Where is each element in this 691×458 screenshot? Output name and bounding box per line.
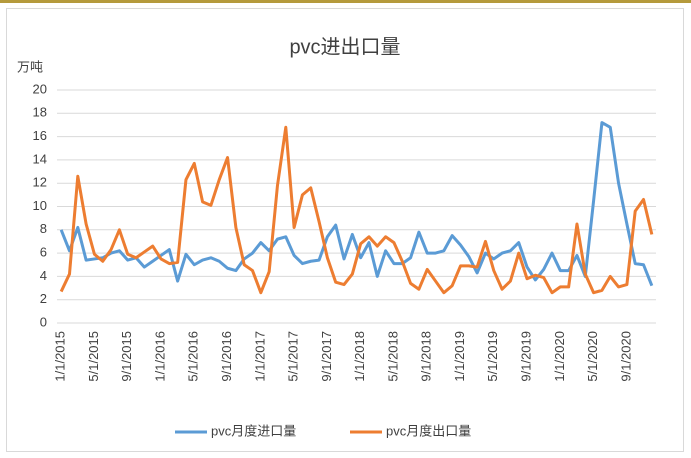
y-axis-label: 万吨 [17,59,43,74]
y-tick-label: 6 [40,245,47,260]
y-tick-label: 0 [40,314,47,329]
x-tick-label: 5/1/2016 [186,331,201,382]
y-tick-label: 18 [33,105,47,120]
x-tick-label: 9/1/2016 [219,331,234,382]
x-tick-label: 5/1/2015 [86,331,101,382]
chart-title: pvc进出口量 [289,35,400,58]
top-border [0,0,691,3]
x-tick-label: 9/1/2015 [119,331,134,382]
y-tick-label: 20 [33,81,47,96]
x-tick-label: 1/1/2020 [552,331,567,382]
x-tick-label: 5/1/2020 [585,331,600,382]
y-tick-label: 12 [33,175,47,190]
y-tick-label: 4 [40,268,47,283]
x-tick-label: 9/1/2018 [419,331,434,382]
legend-label: pvc月度出口量 [386,423,471,438]
x-tick-label: 5/1/2019 [485,331,500,382]
x-tick-label: 5/1/2018 [385,331,400,382]
x-tick-label: 1/1/2018 [352,331,367,382]
x-tick-label: 1/1/2015 [53,331,68,382]
x-tick-label: 5/1/2017 [286,331,301,382]
y-tick-label: 16 [33,128,47,143]
x-tick-label: 9/1/2020 [618,331,633,382]
x-tick-label: 1/1/2017 [252,331,267,382]
y-tick-label: 8 [40,221,47,236]
series-line [59,125,654,295]
y-tick-label: 2 [40,291,47,306]
y-tick-label: 10 [33,198,47,213]
x-tick-label: 1/1/2019 [452,331,467,382]
legend-label: pvc月度进口量 [211,423,296,438]
x-tick-label: 9/1/2019 [518,331,533,382]
y-tick-label: 14 [33,151,47,166]
x-tick-label: 9/1/2017 [319,331,334,382]
x-tick-label: 1/1/2016 [152,331,167,382]
